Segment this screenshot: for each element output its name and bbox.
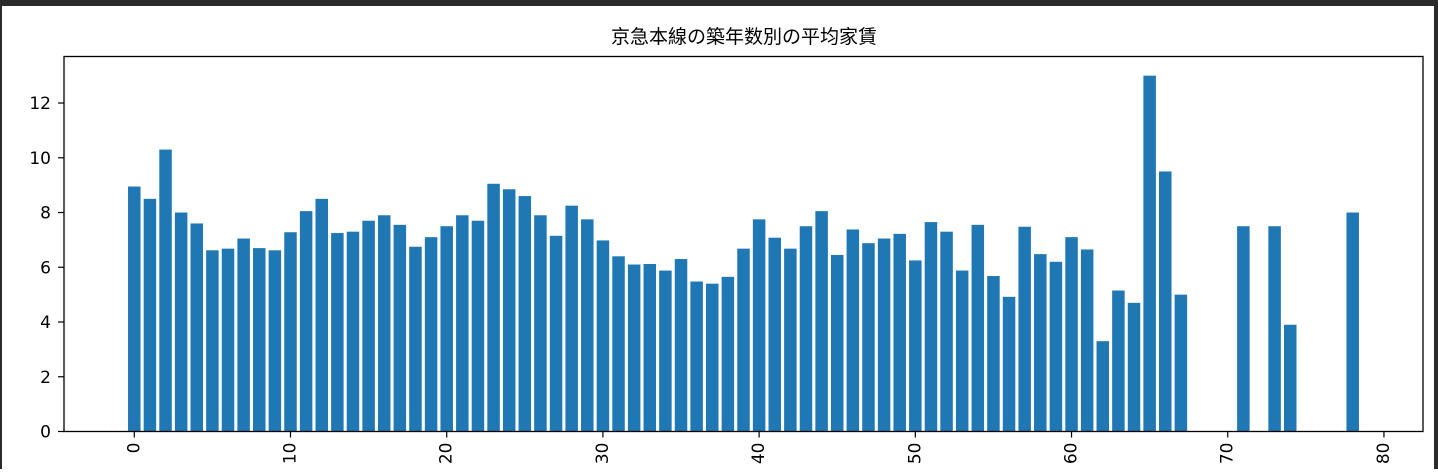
bar-age-19	[424, 237, 438, 432]
bar-age-6	[221, 248, 235, 432]
bar-age-33	[643, 263, 657, 432]
bar-age-42	[784, 248, 797, 432]
bar-age-15	[362, 220, 375, 432]
bar-age-0	[128, 186, 141, 432]
bar-age-32	[627, 264, 641, 432]
x-tick-label: 30	[593, 443, 613, 465]
bar-age-38	[721, 276, 735, 432]
bar-age-13	[331, 233, 344, 432]
bar-age-54	[971, 224, 985, 432]
bar-age-45	[830, 254, 844, 432]
bar-age-24	[502, 189, 516, 432]
bar-age-9	[268, 250, 282, 432]
bar-age-39	[737, 248, 750, 432]
bar-age-18	[409, 246, 422, 432]
chart-title: 京急本線の築年数別の平均家賃	[611, 26, 877, 48]
bar-age-35	[674, 259, 688, 432]
y-tick-label: 2	[40, 368, 51, 388]
bar-age-3	[174, 212, 188, 432]
bar-age-16	[377, 215, 391, 432]
y-tick-label: 0	[40, 423, 51, 443]
y-tick-label: 10	[29, 149, 51, 169]
bar-age-65	[1143, 75, 1156, 432]
bar-series	[128, 75, 1359, 432]
bar-age-1	[143, 198, 157, 432]
x-tick-label: 60	[1062, 443, 1082, 465]
y-axis: 0 2 4 6 8 10 12	[29, 94, 64, 443]
bar-age-50	[909, 260, 922, 432]
bar-age-51	[924, 222, 938, 432]
bar-age-26	[534, 215, 547, 432]
bar-age-20	[440, 226, 453, 432]
bar-age-60	[1065, 237, 1078, 432]
bar-age-12	[315, 198, 328, 432]
bar-age-27	[549, 235, 563, 432]
bar-age-56	[1002, 296, 1016, 432]
bar-age-29	[581, 219, 594, 432]
bar-age-37	[706, 283, 719, 432]
bar-age-36	[690, 281, 703, 432]
x-tick-label: 10	[281, 443, 301, 465]
x-tick-label: 40	[749, 443, 769, 465]
y-tick-label: 6	[40, 258, 51, 278]
bar-age-59	[1049, 261, 1063, 432]
bar-age-11	[299, 211, 313, 432]
bar-age-67	[1174, 294, 1188, 432]
bar-age-14	[346, 231, 360, 432]
bar-age-52	[940, 231, 953, 432]
bar-age-17	[393, 224, 407, 432]
y-tick-label: 12	[29, 94, 51, 114]
bar-age-49	[893, 233, 906, 432]
bar-age-62	[1096, 341, 1110, 432]
bar-age-25	[518, 196, 532, 432]
x-tick-label: 20	[437, 443, 457, 465]
bar-age-57	[1018, 226, 1031, 432]
bar-age-30	[596, 240, 610, 432]
bar-age-40	[752, 219, 766, 432]
bar-age-53	[955, 270, 969, 432]
bar-age-8	[253, 248, 266, 432]
bar-age-34	[659, 270, 672, 432]
bar-age-58	[1034, 254, 1047, 432]
bar-age-74	[1283, 324, 1297, 432]
bar-age-10	[284, 232, 297, 432]
bar-age-61	[1080, 249, 1094, 432]
bar-age-5	[206, 250, 219, 432]
bar-age-23	[487, 183, 500, 432]
y-tick-label: 8	[40, 204, 51, 224]
y-tick-label: 4	[40, 313, 51, 333]
bar-age-2	[159, 149, 172, 432]
bar-age-63	[1112, 290, 1125, 432]
bar-age-71	[1237, 226, 1250, 432]
bar-age-78	[1346, 212, 1359, 432]
bar-age-44	[815, 211, 828, 432]
bar-age-7	[237, 238, 250, 432]
bar-age-64	[1127, 302, 1141, 432]
bar-age-31	[612, 256, 625, 432]
x-tick-label: 0	[124, 443, 144, 454]
x-tick-label: 50	[905, 443, 925, 465]
bar-age-66	[1159, 171, 1172, 432]
bar-age-28	[565, 205, 578, 432]
bar-age-41	[768, 237, 781, 432]
bar-age-48	[877, 238, 891, 432]
x-tick-label: 70	[1218, 443, 1238, 465]
x-axis: 0 10 20 30 40 50 60 70 80	[124, 431, 1394, 465]
bar-age-73	[1268, 226, 1281, 432]
bar-age-4	[190, 223, 204, 432]
bar-chart: 京急本線の築年数別の平均家賃 0 2 4 6 8 10 12 0 10 20 30 40 50 60 70…	[29, 26, 1424, 465]
x-tick-label: 80	[1374, 443, 1394, 465]
bar-age-46	[846, 229, 860, 432]
bar-age-43	[799, 226, 813, 432]
plot-area-frame	[63, 55, 1424, 433]
bar-age-47	[862, 243, 875, 432]
bar-age-55	[987, 276, 1000, 432]
bar-age-22	[471, 220, 485, 432]
bar-age-21	[456, 215, 469, 432]
